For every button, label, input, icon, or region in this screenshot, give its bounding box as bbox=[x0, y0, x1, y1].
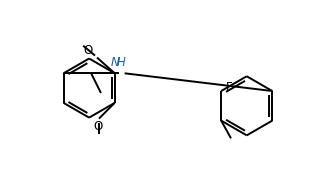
Text: O: O bbox=[93, 120, 103, 133]
Text: N: N bbox=[111, 56, 119, 69]
Text: H: H bbox=[116, 56, 125, 69]
Text: F: F bbox=[226, 81, 233, 94]
Text: O: O bbox=[84, 44, 93, 57]
